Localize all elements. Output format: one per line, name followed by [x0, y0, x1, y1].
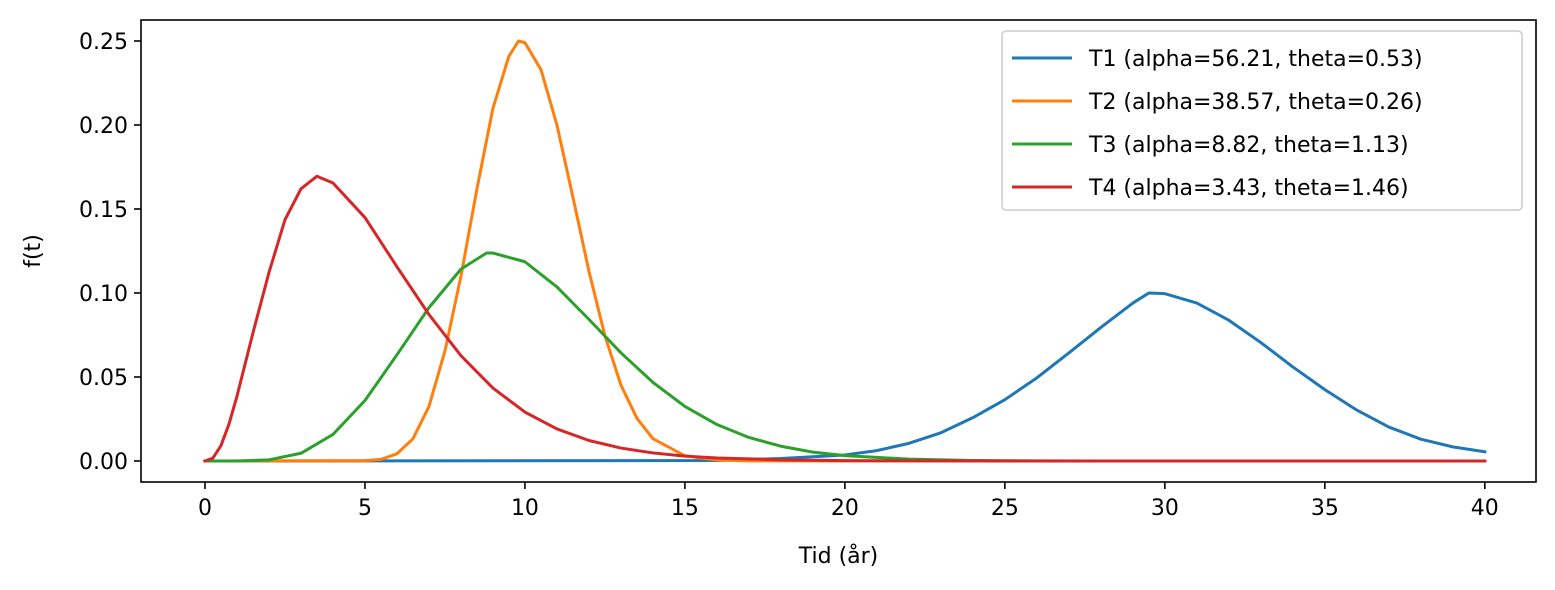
series-layer: [203, 39, 1487, 463]
x-tick-label: 10: [511, 496, 539, 521]
legend: T1 (alpha=56.21, theta=0.53) T2 (alpha=38…: [1001, 30, 1523, 211]
x-tick-label: 40: [1471, 496, 1499, 521]
y-tick-label: 0.15: [79, 198, 128, 223]
x-tick-label: 15: [671, 496, 699, 521]
y-axis-ticks: 0.00 0.05 0.10 0.15 0.20 0.25: [79, 30, 141, 475]
x-axis-label: Tid (år): [798, 543, 879, 569]
legend-box: [1001, 30, 1523, 211]
x-tick-label: 35: [1311, 496, 1339, 521]
y-tick-label: 0.10: [79, 282, 128, 307]
y-axis-label: f(t): [21, 234, 46, 268]
legend-label-2: T2 (alpha=38.57, theta=0.26): [1088, 90, 1423, 115]
x-tick-label: 20: [831, 496, 859, 521]
x-axis-ticks: 0 5 10 15 20 25 30 35 40: [198, 482, 1499, 521]
y-tick-label: 0.25: [79, 30, 128, 55]
x-tick-label: 5: [358, 496, 372, 521]
plot-frame: [140, 19, 1537, 483]
legend-label-4: T4 (alpha=3.43, theta=1.46): [1088, 176, 1409, 201]
series-line-2: [203, 39, 1487, 463]
x-tick-label: 30: [1151, 496, 1179, 521]
x-tick-label: 0: [198, 496, 212, 521]
y-tick-label: 0.00: [79, 450, 128, 475]
y-tick-label: 0.05: [79, 366, 128, 391]
series-line-1: [203, 291, 1487, 463]
legend-label-3: T3 (alpha=8.82, theta=1.13): [1088, 133, 1409, 158]
legend-label-1: T1 (alpha=56.21, theta=0.53): [1088, 47, 1423, 72]
y-tick-label: 0.20: [79, 114, 128, 139]
series-line-4: [203, 174, 1487, 463]
x-tick-label: 25: [991, 496, 1019, 521]
